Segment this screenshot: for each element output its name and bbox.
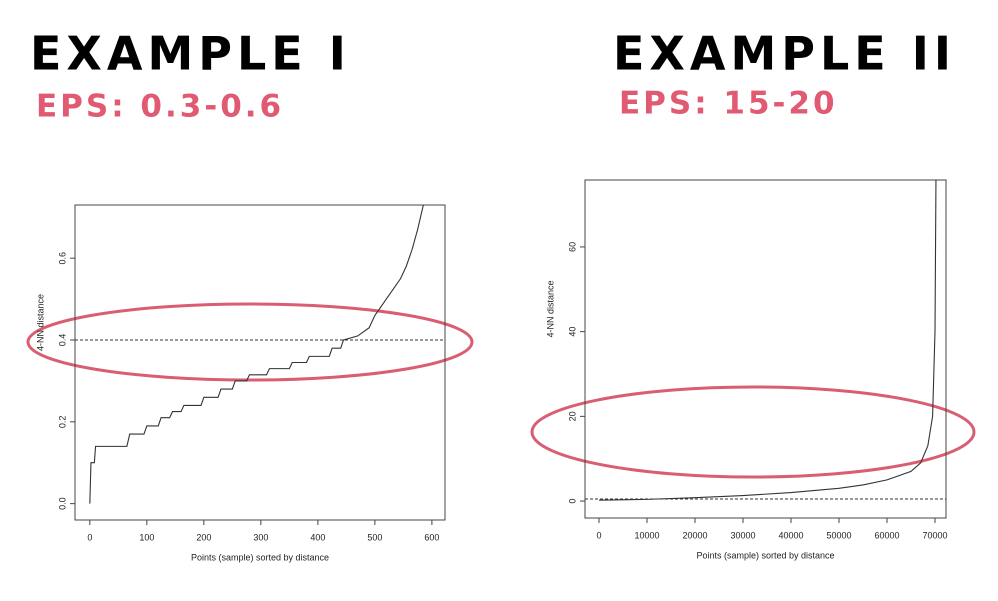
x-tick-label: 0 bbox=[596, 530, 601, 540]
x-tick-label: 30000 bbox=[730, 530, 755, 540]
y-tick-label: 0.6 bbox=[57, 252, 67, 265]
chart-subtitle: EPS: 0.3-0.6 bbox=[36, 89, 284, 125]
x-tick-label: 0 bbox=[87, 532, 92, 542]
x-tick-label: 10000 bbox=[634, 530, 659, 540]
y-tick-label: 20 bbox=[567, 411, 577, 421]
y-tick-label: 0.0 bbox=[57, 497, 67, 510]
x-axis-label: Points (sample) sorted by distance bbox=[696, 550, 834, 560]
x-tick-label: 70000 bbox=[922, 530, 947, 540]
x-tick-label: 500 bbox=[367, 532, 382, 542]
x-tick-label: 400 bbox=[310, 532, 325, 542]
x-tick-label: 60000 bbox=[874, 530, 899, 540]
x-tick-label: 600 bbox=[424, 532, 439, 542]
y-tick-label: 0.4 bbox=[57, 334, 67, 347]
highlight-ellipse bbox=[530, 385, 976, 479]
data-line bbox=[89, 204, 424, 504]
y-tick-label: 0.2 bbox=[57, 416, 67, 429]
x-tick-label: 20000 bbox=[682, 530, 707, 540]
highlight-ellipse bbox=[26, 302, 474, 382]
plot-frame bbox=[74, 204, 446, 521]
chart-title: EXAMPLE II bbox=[613, 27, 956, 81]
plot-frame bbox=[584, 179, 947, 519]
y-tick-label: 0 bbox=[567, 499, 577, 504]
y-axis-label: 4-NN distance bbox=[35, 294, 45, 351]
chart-subtitle: EPS: 15-20 bbox=[619, 86, 838, 122]
x-tick-label: 50000 bbox=[826, 530, 851, 540]
chart-title: EXAMPLE I bbox=[30, 27, 351, 81]
x-tick-label: 300 bbox=[253, 532, 268, 542]
x-tick-label: 200 bbox=[196, 532, 211, 542]
x-tick-label: 100 bbox=[139, 532, 154, 542]
x-tick-label: 40000 bbox=[778, 530, 803, 540]
y-axis-label: 4-NN distance bbox=[545, 280, 555, 337]
y-tick-label: 40 bbox=[567, 327, 577, 337]
y-tick-label: 60 bbox=[567, 242, 577, 252]
x-axis-label: Points (sample) sorted by distance bbox=[191, 552, 329, 562]
data-line bbox=[598, 179, 937, 501]
